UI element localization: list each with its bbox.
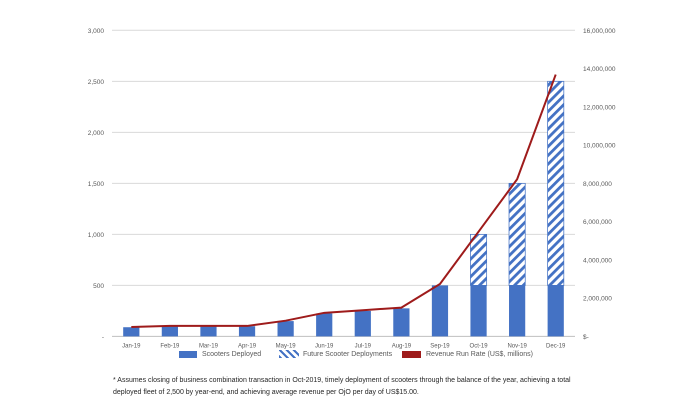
svg-text:4,000,000: 4,000,000 bbox=[583, 257, 612, 264]
svg-text:-: - bbox=[102, 334, 104, 341]
svg-text:1,500: 1,500 bbox=[88, 181, 105, 188]
svg-text:Feb-19: Feb-19 bbox=[160, 343, 180, 349]
svg-text:1,000: 1,000 bbox=[88, 232, 105, 239]
svg-text:Sep-19: Sep-19 bbox=[430, 343, 450, 349]
svg-text:16,000,000: 16,000,000 bbox=[583, 28, 616, 35]
svg-text:2,000,000: 2,000,000 bbox=[583, 296, 612, 303]
svg-text:Jan-19: Jan-19 bbox=[122, 343, 141, 349]
svg-text:Dec-19: Dec-19 bbox=[546, 343, 566, 349]
svg-text:$-: $- bbox=[583, 334, 589, 341]
svg-text:3,000: 3,000 bbox=[88, 28, 105, 35]
svg-text:Oct-19: Oct-19 bbox=[470, 343, 489, 349]
svg-text:12,000,000: 12,000,000 bbox=[583, 104, 616, 111]
svg-text:500: 500 bbox=[93, 283, 104, 290]
svg-text:Jun-19: Jun-19 bbox=[315, 343, 334, 349]
svg-text:Nov-19: Nov-19 bbox=[507, 343, 527, 349]
svg-text:6,000,000: 6,000,000 bbox=[583, 219, 612, 226]
svg-text:May-19: May-19 bbox=[276, 343, 297, 349]
svg-text:Mar-19: Mar-19 bbox=[199, 343, 219, 349]
svg-text:Jul-19: Jul-19 bbox=[355, 343, 372, 349]
svg-text:10,000,000: 10,000,000 bbox=[583, 143, 616, 150]
svg-text:Aug-19: Aug-19 bbox=[392, 343, 412, 349]
svg-text:8,000,000: 8,000,000 bbox=[583, 181, 612, 188]
svg-text:Apr-19: Apr-19 bbox=[238, 343, 257, 349]
svg-text:2,500: 2,500 bbox=[88, 79, 105, 86]
svg-text:14,000,000: 14,000,000 bbox=[583, 66, 616, 73]
svg-text:2,000: 2,000 bbox=[88, 130, 105, 137]
